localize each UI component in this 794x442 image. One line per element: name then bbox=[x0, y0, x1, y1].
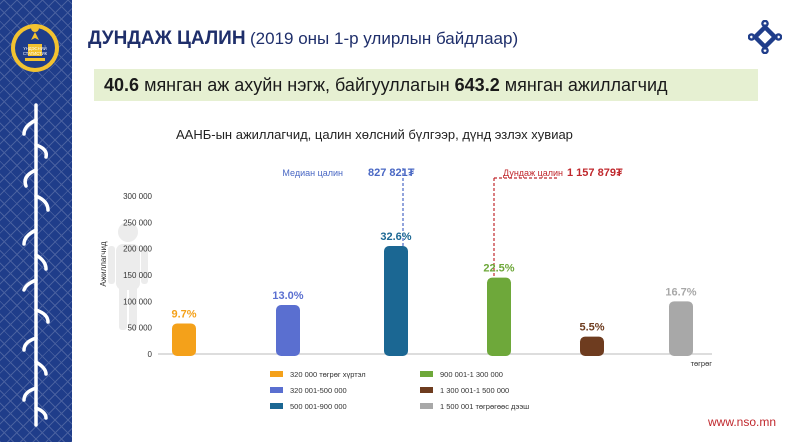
page-title: ДУНДАЖ ЦАЛИН (2019 оны 1-р улирлын байдл… bbox=[88, 28, 518, 56]
legend-label: 1 300 001-1 500 000 bbox=[440, 386, 509, 395]
data-label: 22.5% bbox=[483, 263, 514, 275]
data-label: 32.6% bbox=[380, 231, 411, 243]
bar bbox=[669, 301, 693, 356]
enterprise-count: 40.6 bbox=[104, 75, 140, 95]
bar bbox=[487, 277, 511, 356]
mean-label: Дундаж цалин bbox=[503, 168, 563, 178]
chart-title: ААНБ-ын ажиллагчид, цалин хөлсний бүлгээ… bbox=[176, 127, 573, 142]
bar bbox=[580, 336, 604, 356]
y-tick-label: 250 000 bbox=[123, 218, 152, 227]
nso-logo-icon: ҮНДЭСНИЙ СТАТИСТИК bbox=[11, 24, 59, 72]
title-main: ДУНДАЖ ЦАЛИН bbox=[88, 28, 246, 49]
x-axis-unit: төгрөг bbox=[691, 359, 713, 368]
sidebar-banner: ҮНДЭСНИЙ СТАТИСТИК bbox=[0, 0, 72, 442]
y-tick-label: 100 000 bbox=[123, 297, 152, 306]
legend-swatch bbox=[270, 403, 283, 409]
legend-label: 900 001-1 300 000 bbox=[440, 370, 503, 379]
legend-label: 320 000 төгрөг хүртэл bbox=[290, 370, 366, 379]
median-value: 827 821₮ bbox=[368, 167, 415, 179]
legend-label: 500 001-900 000 bbox=[290, 402, 347, 411]
legend-swatch bbox=[270, 371, 283, 377]
y-tick-label: 300 000 bbox=[123, 192, 152, 201]
y-tick-label: 200 000 bbox=[123, 245, 152, 254]
y-axis-label: Ажиллагчид bbox=[99, 241, 108, 286]
endless-knot-icon bbox=[748, 20, 782, 54]
median-label: Медиан цалин bbox=[282, 168, 343, 178]
logo-text-line-2: СТАТИСТИК bbox=[23, 51, 48, 56]
y-tick-label: 0 bbox=[148, 350, 153, 359]
summary-text: 40.6 мянган аж ахуйн нэгж, байгууллагын … bbox=[104, 75, 668, 96]
mean-value: 1 157 879₮ bbox=[567, 167, 623, 179]
data-label: 5.5% bbox=[579, 322, 604, 334]
legend-swatch bbox=[420, 371, 433, 377]
mongolian-script-icon bbox=[22, 103, 50, 427]
data-label: 16.7% bbox=[665, 286, 696, 298]
enterprise-label: мянган аж ахуйн нэгж, байгууллагын bbox=[144, 75, 450, 95]
website-link[interactable]: www.nso.mn bbox=[708, 415, 777, 429]
legend-swatch bbox=[270, 387, 283, 393]
bar bbox=[172, 323, 196, 356]
legend-swatch bbox=[420, 403, 433, 409]
bar bbox=[276, 305, 300, 356]
person-silhouette-icon bbox=[108, 222, 148, 330]
data-label: 9.7% bbox=[171, 308, 196, 320]
legend-label: 1 500 001 төгрөгөөс дээш bbox=[440, 402, 529, 411]
logo-text-line-1: ҮНДЭСНИЙ bbox=[23, 46, 46, 51]
bar bbox=[384, 246, 408, 356]
summary-banner bbox=[94, 69, 758, 101]
title-subtitle: (2019 оны 1-р улирлын байдлаар) bbox=[250, 29, 519, 48]
employee-count: 643.2 bbox=[454, 75, 500, 95]
legend-label: 320 001-500 000 bbox=[290, 386, 347, 395]
legend-swatch bbox=[420, 387, 433, 393]
data-label: 13.0% bbox=[272, 290, 303, 302]
y-tick-label: 150 000 bbox=[123, 271, 152, 280]
y-tick-label: 50 000 bbox=[128, 324, 153, 333]
employee-label: мянган ажиллагчид bbox=[504, 75, 668, 95]
